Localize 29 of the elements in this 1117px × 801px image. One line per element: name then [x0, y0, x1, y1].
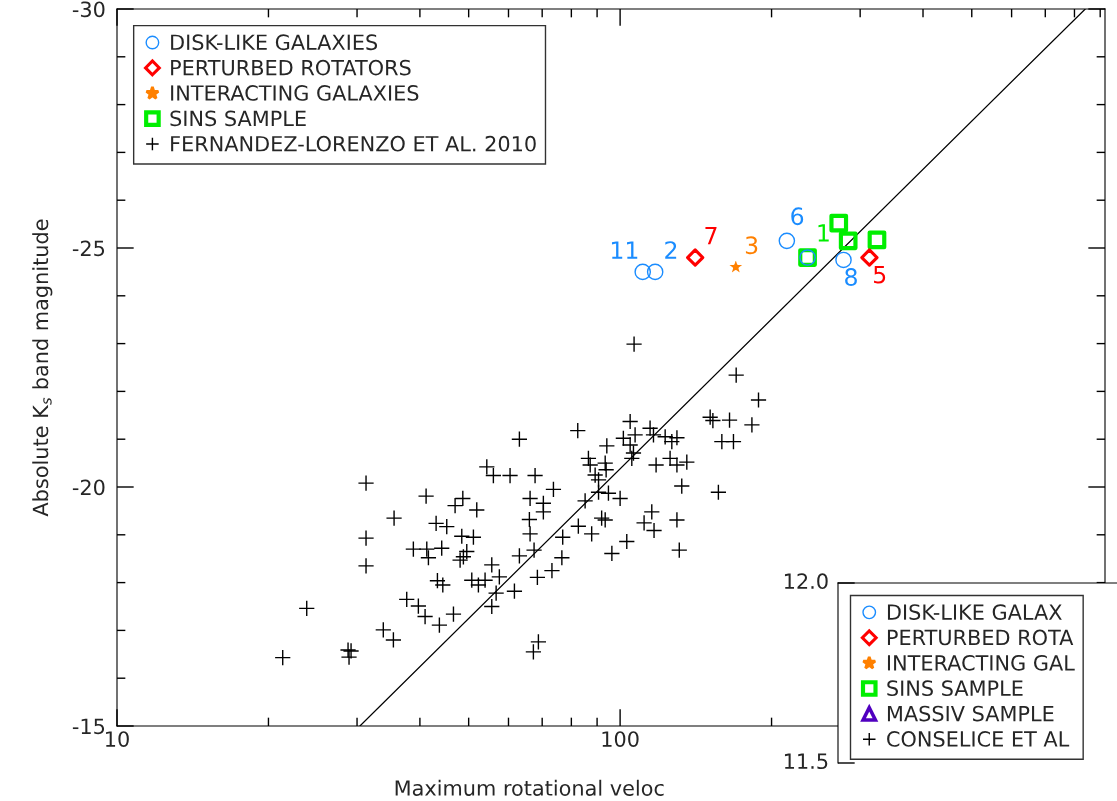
annotation: 1 [818, 224, 829, 242]
annotation: 8 [845, 268, 857, 286]
x-tick-label: 10 [106, 731, 129, 747]
y-tick-label: -25 [72, 240, 105, 257]
legend-label: DISK-LIKE GALAXIES [171, 34, 378, 51]
annotation: 7 [705, 227, 717, 245]
annotation: 5 [874, 265, 886, 284]
legend-label: PERTURBED ROTA [887, 629, 1074, 646]
legend-label: SINS SAMPLE [170, 110, 306, 127]
annotation: 2 [665, 241, 677, 259]
legend-label: SINS SAMPLE [887, 680, 1023, 697]
y-tick-label: -30 [72, 1, 105, 18]
x-axis-title: Maximum rotational veloc [395, 779, 664, 796]
annotation: 12.0 [784, 573, 828, 590]
y-tick-label: -20 [72, 479, 105, 496]
legend-label: DISK-LIKE GALAX [887, 604, 1062, 620]
legend-label: FERNANDEZ-LORENZO ET AL. 2010 [171, 135, 536, 152]
legend-label: INTERACTING GAL [887, 654, 1075, 671]
x-tick-label: 100 [602, 731, 639, 747]
annotation: 3 [745, 236, 758, 255]
legend-label: INTERACTING GALAXIES [171, 85, 419, 101]
y-tick-label: -15 [72, 718, 105, 735]
legend-label: PERTURBED ROTATORS [171, 59, 411, 76]
legend-label: CONSELICE ET AL [887, 731, 1070, 747]
annotation: 11 [611, 241, 638, 259]
y-axis-title: Absolute K$_{s}$ band magnitude [32, 219, 53, 517]
annotation: 6 [791, 207, 804, 226]
text: 11.5 [784, 753, 828, 770]
legend-label: MASSIV SAMPLE [887, 705, 1054, 722]
